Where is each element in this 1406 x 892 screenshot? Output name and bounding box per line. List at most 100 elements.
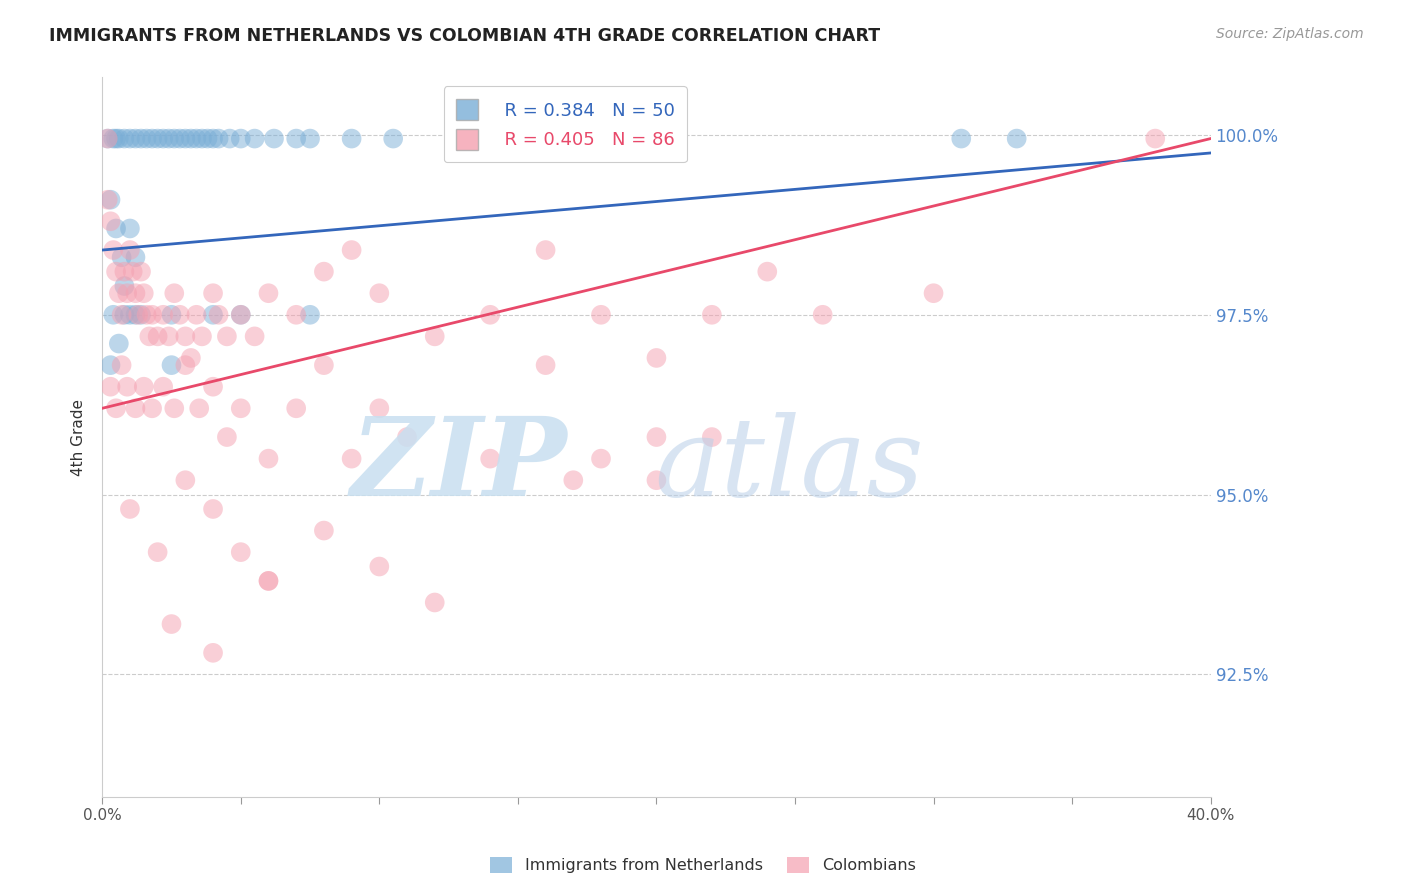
- Point: [160, 358, 183, 372]
- Point: [141, 401, 163, 416]
- Point: [257, 451, 280, 466]
- Point: [112, 308, 135, 322]
- Point: [118, 243, 141, 257]
- Point: [299, 308, 322, 322]
- Point: [207, 308, 229, 322]
- Point: [115, 380, 138, 394]
- Legend:   R = 0.384   N = 50,   R = 0.405   N = 86: R = 0.384 N = 50, R = 0.405 N = 86: [444, 87, 688, 162]
- Point: [129, 308, 152, 322]
- Point: [112, 265, 135, 279]
- Point: [108, 131, 131, 145]
- Legend: Immigrants from Netherlands, Colombians: Immigrants from Netherlands, Colombians: [484, 850, 922, 880]
- Point: [229, 131, 252, 145]
- Point: [103, 308, 125, 322]
- Point: [229, 545, 252, 559]
- Point: [132, 286, 155, 301]
- Point: [135, 131, 157, 145]
- Point: [174, 131, 197, 145]
- Point: [423, 329, 446, 343]
- Point: [312, 265, 335, 279]
- Point: [243, 329, 266, 343]
- Point: [188, 401, 211, 416]
- Point: [124, 401, 146, 416]
- Point: [197, 131, 219, 145]
- Point: [108, 336, 131, 351]
- Point: [157, 329, 180, 343]
- Point: [756, 265, 779, 279]
- Point: [395, 430, 418, 444]
- Point: [645, 430, 668, 444]
- Point: [202, 308, 225, 322]
- Point: [191, 329, 214, 343]
- Point: [169, 308, 191, 322]
- Point: [110, 308, 132, 322]
- Point: [479, 308, 502, 322]
- Point: [423, 595, 446, 609]
- Point: [112, 131, 135, 145]
- Point: [950, 131, 973, 145]
- Point: [382, 131, 405, 145]
- Point: [479, 451, 502, 466]
- Point: [135, 308, 157, 322]
- Point: [202, 131, 225, 145]
- Point: [257, 286, 280, 301]
- Point: [103, 131, 125, 145]
- Text: atlas: atlas: [655, 412, 924, 519]
- Point: [112, 279, 135, 293]
- Point: [141, 131, 163, 145]
- Point: [202, 646, 225, 660]
- Point: [127, 308, 149, 322]
- Point: [180, 131, 202, 145]
- Point: [215, 430, 238, 444]
- Point: [105, 265, 128, 279]
- Point: [285, 131, 308, 145]
- Point: [285, 401, 308, 416]
- Point: [645, 473, 668, 487]
- Point: [257, 574, 280, 588]
- Point: [97, 131, 120, 145]
- Point: [263, 131, 285, 145]
- Point: [110, 250, 132, 264]
- Point: [174, 329, 197, 343]
- Point: [152, 380, 174, 394]
- Point: [299, 131, 322, 145]
- Point: [229, 401, 252, 416]
- Point: [160, 617, 183, 632]
- Text: Source: ZipAtlas.com: Source: ZipAtlas.com: [1216, 27, 1364, 41]
- Point: [229, 308, 252, 322]
- Point: [100, 358, 122, 372]
- Point: [202, 380, 225, 394]
- Point: [186, 308, 208, 322]
- Point: [229, 308, 252, 322]
- Y-axis label: 4th Grade: 4th Grade: [72, 399, 86, 475]
- Point: [180, 351, 202, 365]
- Point: [340, 131, 363, 145]
- Point: [115, 286, 138, 301]
- Point: [589, 451, 612, 466]
- Point: [121, 265, 143, 279]
- Point: [285, 308, 308, 322]
- Point: [218, 131, 240, 145]
- Point: [368, 286, 391, 301]
- Point: [922, 286, 945, 301]
- Point: [174, 358, 197, 372]
- Point: [368, 401, 391, 416]
- Point: [163, 401, 186, 416]
- Point: [312, 524, 335, 538]
- Point: [129, 265, 152, 279]
- Point: [202, 286, 225, 301]
- Point: [174, 473, 197, 487]
- Point: [152, 308, 174, 322]
- Text: IMMIGRANTS FROM NETHERLANDS VS COLOMBIAN 4TH GRADE CORRELATION CHART: IMMIGRANTS FROM NETHERLANDS VS COLOMBIAN…: [49, 27, 880, 45]
- Point: [105, 401, 128, 416]
- Point: [146, 329, 169, 343]
- Point: [103, 243, 125, 257]
- Point: [243, 131, 266, 145]
- Text: ZIP: ZIP: [352, 412, 568, 519]
- Point: [163, 131, 186, 145]
- Point: [700, 430, 723, 444]
- Point: [108, 286, 131, 301]
- Point: [1005, 131, 1028, 145]
- Point: [110, 358, 132, 372]
- Point: [160, 308, 183, 322]
